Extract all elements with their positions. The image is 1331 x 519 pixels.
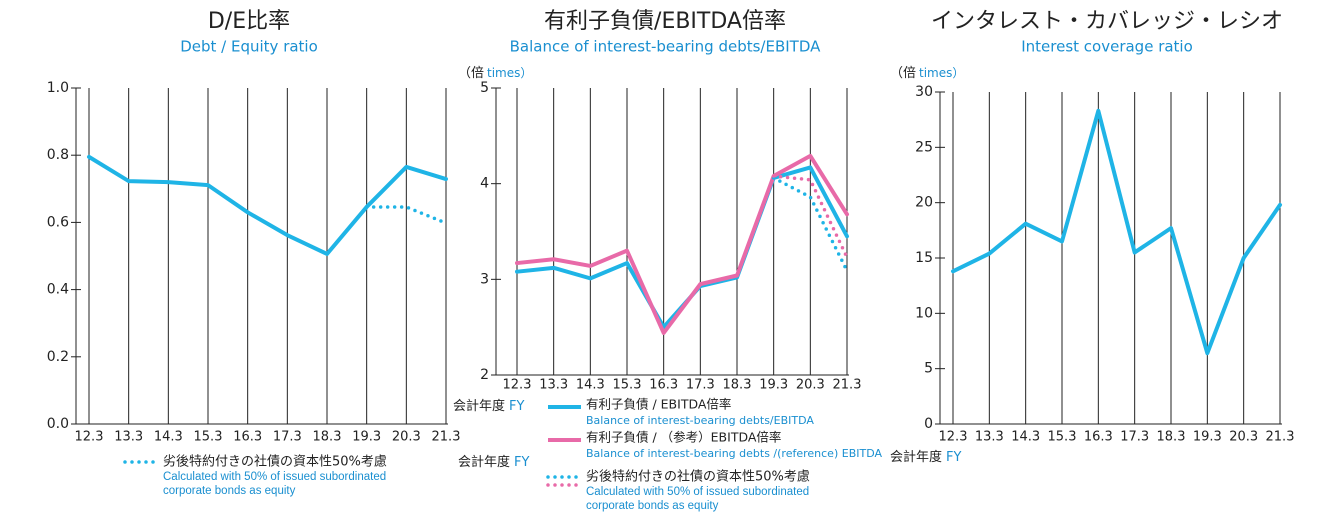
x-tick-label: 20.3 [796,378,825,393]
x-tick-label: 19.3 [1193,430,1222,445]
legend-label: 有利子負債 / （参考）EBITDA倍率 [586,430,781,445]
x-label-en: FY [509,399,524,414]
x-label-en: FY [514,455,529,470]
x-tick-label: 13.3 [975,430,1004,445]
legend-label: 有利子負債 / EBITDA倍率 [586,397,731,412]
x-label-ja: 会計年度 [458,454,510,470]
legend-label-en: Balance of interest-bearing debts /(refe… [586,447,882,460]
line [951,108,1282,356]
y-tick-label: 0.4 [47,282,69,298]
x-tick-label: 15.3 [194,430,223,445]
note-label: 劣後特約付きの社債の資本性50%考慮 [163,454,387,470]
x-tick-label: 20.3 [1229,430,1258,445]
x-tick-label: 18.3 [1157,430,1186,445]
x-axis-label: 会計年度 FY [458,454,529,470]
x-tick-label: 21.3 [833,378,862,393]
line [515,153,849,335]
x-label-ja: 会計年度 [890,449,942,465]
dotted-line [364,205,448,225]
y-tick-label: 4 [480,176,489,192]
x-tick-label: 16.3 [649,378,678,393]
x-tick-label: 20.3 [392,430,421,445]
unit-ja: （倍 [890,66,916,81]
legend-label-en: Balance of interest-bearing debts/EBITDA [586,414,814,427]
y-tick-label: 30 [915,84,933,100]
chart-subtitle: Debt / Equity ratio [180,38,318,56]
line [87,154,448,256]
y-tick-label: 3 [480,271,489,287]
x-tick-label: 21.3 [1266,430,1295,445]
x-tick-label: 17.3 [273,430,302,445]
note-label-en: Calculated with 50% of issued subordinat… [163,471,387,497]
chart-title: D/E比率 [208,9,290,34]
chart-title: 有利子負債/EBITDA倍率 [544,9,786,34]
chart-title: インタレスト・カバレッジ・レシオ [931,9,1283,34]
dotted-line [771,174,849,260]
y-tick-label: 0 [924,416,933,432]
x-axis-label: 会計年度 FY [453,398,524,414]
x-tick-label: 18.3 [723,378,752,393]
x-tick-label: 16.3 [1084,430,1113,445]
x-tick-label: 13.3 [114,430,143,445]
y-tick-label: 0.0 [47,416,69,432]
x-tick-label: 14.3 [576,378,605,393]
x-label-en: FY [946,450,961,465]
y-tick-label: 5 [480,80,489,96]
x-tick-label: 14.3 [1011,430,1040,445]
x-tick-label: 13.3 [539,378,568,393]
x-tick-label: 19.3 [352,430,381,445]
y-tick-label: 0.6 [47,214,69,230]
x-tick-label: 15.3 [1048,430,1077,445]
unit-en: times） [919,66,964,80]
chart-subtitle: Interest coverage ratio [1021,38,1193,56]
y-tick-label: 15 [915,250,933,266]
unit-label: （倍 times） [458,66,532,81]
unit-en: times） [487,66,532,80]
y-tick-label: 5 [924,361,933,377]
chart-subtitle: Balance of interest-bearing debts/EBITDA [510,38,822,56]
x-tick-label: 18.3 [313,430,342,445]
y-tick-label: 10 [915,305,933,321]
note-label: 劣後特約付きの社債の資本性50%考慮 [586,469,810,485]
x-tick-label: 17.3 [1120,430,1149,445]
y-tick-label: 1.0 [47,80,69,96]
x-tick-label: 12.3 [75,430,104,445]
y-tick-label: 0.8 [47,147,69,163]
x-axis-label: 会計年度 FY [890,449,961,465]
unit-label: （倍 times） [890,66,964,81]
x-tick-label: 17.3 [686,378,715,393]
x-tick-label: 15.3 [613,378,642,393]
y-tick-label: 20 [915,195,933,211]
note-label-en: Calculated with 50% of issued subordinat… [586,486,810,512]
x-tick-label: 21.3 [432,430,461,445]
y-tick-label: 0.2 [47,349,69,365]
x-label-ja: 会計年度 [453,398,505,414]
unit-ja: （倍 [458,66,484,81]
y-tick-label: 25 [915,139,933,155]
dotted-line [771,176,849,273]
x-tick-label: 14.3 [154,430,183,445]
x-tick-label: 12.3 [939,430,968,445]
x-tick-label: 19.3 [759,378,788,393]
y-tick-label: 2 [480,367,489,383]
x-tick-label: 16.3 [233,430,262,445]
x-tick-label: 12.3 [503,378,532,393]
